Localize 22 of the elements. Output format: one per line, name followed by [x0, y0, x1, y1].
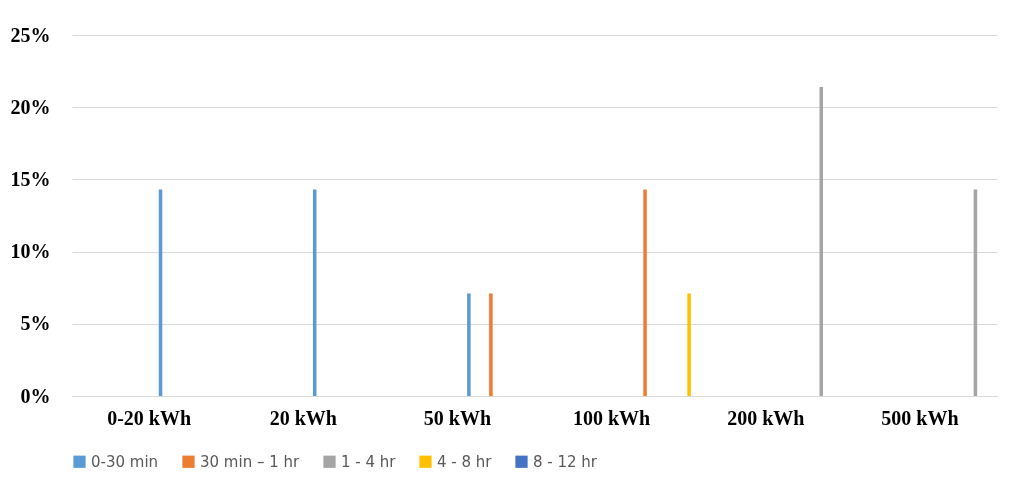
bar	[489, 293, 493, 396]
legend-label: 4 - 8 hr	[437, 452, 493, 471]
y-tick-label: 10%	[10, 240, 51, 263]
legend-label: 30 min – 1 hr	[200, 452, 300, 471]
legend-label: 8 - 12 hr	[533, 452, 598, 471]
x-tick-label: 20 kWh	[269, 406, 337, 429]
x-tick-label: 0-20 kWh	[107, 406, 192, 429]
y-tick-label: 5%	[20, 312, 51, 335]
bar	[643, 189, 647, 396]
y-tick-label: 0%	[20, 384, 51, 407]
bar	[687, 293, 691, 396]
bar	[467, 293, 471, 396]
x-tick-label: 200 kWh	[727, 406, 805, 429]
bar	[819, 86, 824, 396]
y-tick-label: 15%	[10, 167, 51, 190]
x-tick-label: 100 kWh	[572, 406, 651, 429]
y-tick-label: 20%	[10, 95, 51, 118]
x-tick-label: 50 kWh	[423, 406, 492, 429]
legend-label: 0-30 min	[91, 452, 159, 471]
legend-label: 1 - 4 hr	[341, 452, 397, 471]
x-tick-label: 500 kWh	[881, 406, 959, 429]
y-tick-label: 25%	[10, 23, 51, 46]
